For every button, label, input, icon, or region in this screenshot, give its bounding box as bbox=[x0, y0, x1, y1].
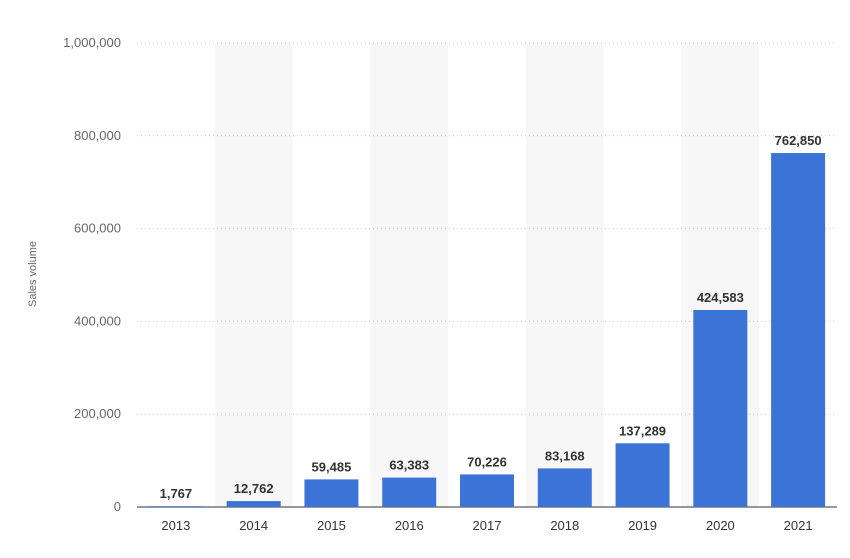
x-tick-label-2021: 2021 bbox=[784, 518, 813, 533]
y-tick-label: 600,000 bbox=[74, 221, 121, 236]
bar-2017 bbox=[460, 474, 514, 507]
x-tick-label-2019: 2019 bbox=[628, 518, 657, 533]
y-tick-label: 200,000 bbox=[74, 406, 121, 421]
x-tick-label-2020: 2020 bbox=[706, 518, 735, 533]
x-tick-label-2014: 2014 bbox=[239, 518, 268, 533]
y-tick-label: 400,000 bbox=[74, 313, 121, 328]
data-label-2015: 59,485 bbox=[312, 459, 352, 474]
bar-2020 bbox=[693, 309, 748, 507]
data-label-2020: 424,583 bbox=[697, 290, 744, 305]
y-tick-label: 0 bbox=[114, 499, 121, 514]
bar-2019 bbox=[615, 443, 670, 507]
y-axis-ticks: 0 200,000 400,000 600,000 800,000 1,000,000 bbox=[63, 35, 121, 514]
y-axis-title: Sales volume bbox=[27, 241, 39, 307]
data-label-2021: 762,850 bbox=[775, 133, 822, 148]
bar-2014 bbox=[226, 501, 281, 507]
x-tick-label-2018: 2018 bbox=[550, 518, 579, 533]
bar-2018 bbox=[537, 468, 592, 507]
x-tick-label-2013: 2013 bbox=[161, 518, 190, 533]
band-2018 bbox=[525, 43, 604, 507]
x-tick-label-2015: 2015 bbox=[317, 518, 346, 533]
data-label-2019: 137,289 bbox=[619, 423, 666, 438]
data-labels: 1,767 12,762 59,485 63,383 70,226 83,168 137,2… bbox=[160, 133, 822, 501]
band-2016 bbox=[370, 43, 449, 507]
data-label-2013: 1,767 bbox=[160, 486, 193, 501]
x-tick-label-2017: 2017 bbox=[473, 518, 502, 533]
y-tick-label: 800,000 bbox=[74, 128, 121, 143]
bar-2021 bbox=[771, 153, 826, 507]
data-label-2018: 83,168 bbox=[545, 448, 585, 463]
y-tick-label: 1,000,000 bbox=[63, 35, 121, 50]
band-2014 bbox=[214, 43, 293, 507]
bar-2013 bbox=[148, 506, 203, 507]
bar-2016 bbox=[382, 477, 437, 507]
data-label-2017: 70,226 bbox=[467, 454, 507, 469]
bars bbox=[148, 153, 826, 507]
x-axis-ticks: 2013 2014 2015 2016 2017 2018 2019 2020 2021 bbox=[161, 518, 812, 533]
data-label-2016: 63,383 bbox=[389, 458, 429, 473]
data-label-2014: 12,762 bbox=[234, 481, 274, 496]
x-tick-label-2016: 2016 bbox=[395, 518, 424, 533]
alternate-bands bbox=[214, 43, 760, 507]
bar-2015 bbox=[304, 479, 359, 507]
